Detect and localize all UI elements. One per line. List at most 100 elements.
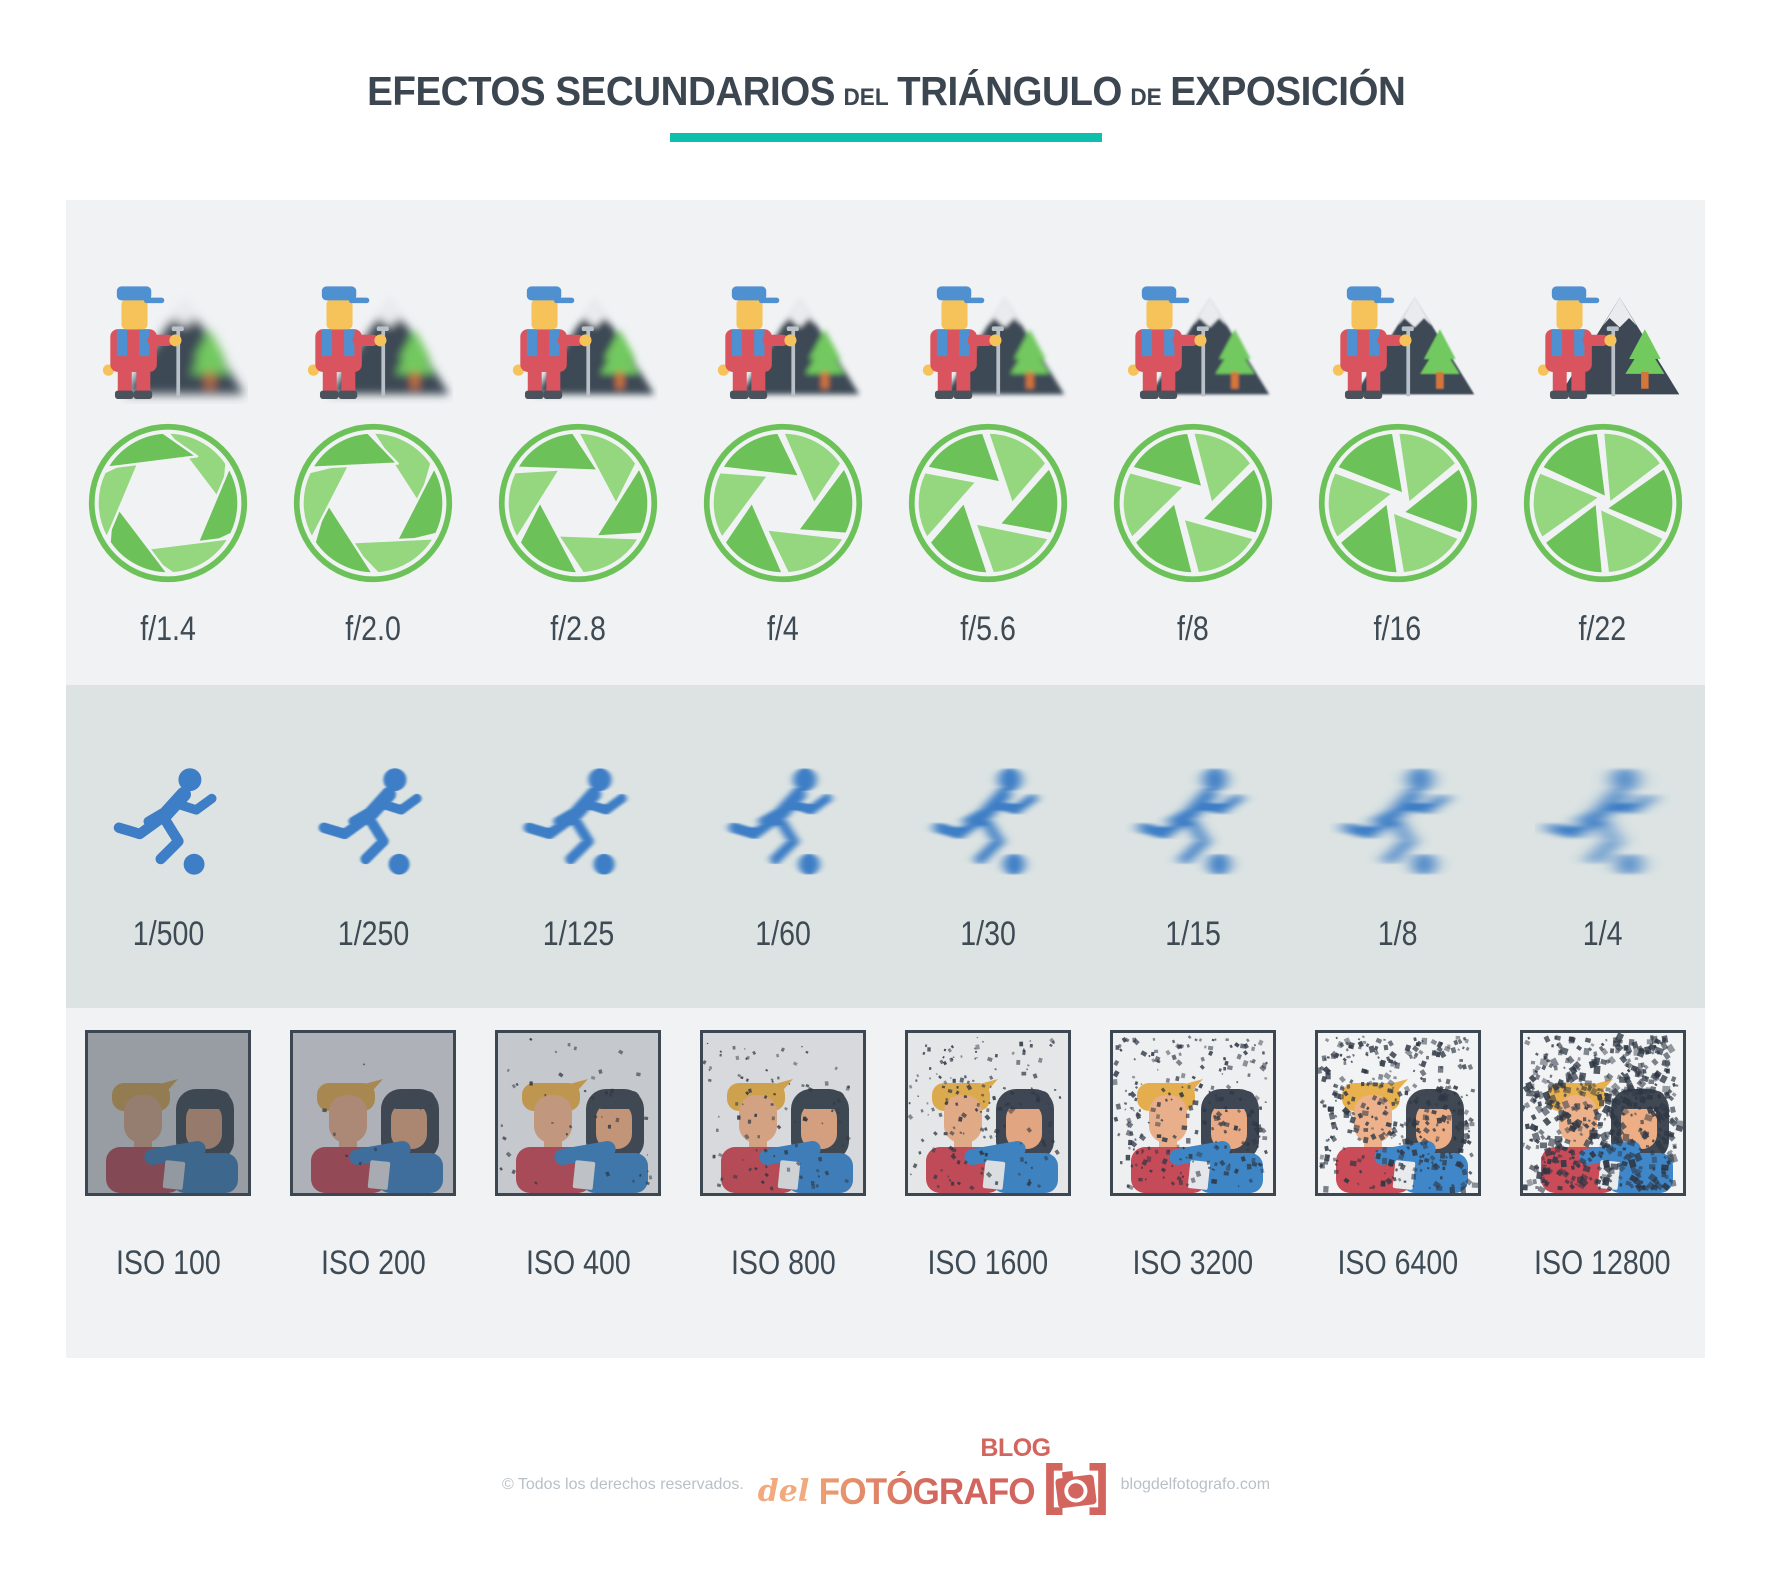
shutter-speed-section: 1/500 1/250 1/125 1/60 xyxy=(66,685,1705,1008)
aperture-icon-wrap xyxy=(701,404,865,602)
runner-icon-wrap xyxy=(1330,733,1466,883)
logo-del-text: del xyxy=(757,1474,810,1509)
hiker-icon-wrap xyxy=(498,200,658,404)
running-person-icon xyxy=(1548,768,1652,875)
shutter-column: 1/60 xyxy=(715,685,851,954)
running-person-icon xyxy=(933,768,1037,875)
iso-value-label: ISO 400 xyxy=(525,1244,631,1282)
couple-photo xyxy=(1112,1033,1273,1193)
aperture-value-label: f/22 xyxy=(1578,610,1627,648)
iso-column: ISO 200 xyxy=(290,1008,457,1283)
hiker-mountain-icon xyxy=(513,286,655,399)
hiker-icon-wrap xyxy=(88,200,248,404)
copyright-text: © Todos los derechos reservados. xyxy=(501,1475,744,1493)
noisy-photo-frame xyxy=(700,1030,867,1196)
aperture-column: f/22 xyxy=(1521,200,1685,649)
couple-photo xyxy=(498,1033,659,1193)
aperture-icon-wrap xyxy=(496,404,660,602)
title-segment: EXPOSICIÓN xyxy=(1169,68,1406,114)
mountain-background xyxy=(1150,297,1270,395)
hiker-figure xyxy=(717,286,799,399)
iso-column: ISO 1600 xyxy=(904,1008,1071,1283)
noisy-photo-frame xyxy=(290,1030,457,1196)
camera-logo-icon xyxy=(1045,1462,1107,1521)
aperture-column: f/16 xyxy=(1316,200,1480,649)
mountain-background xyxy=(945,297,1065,395)
iso-value-label: ISO 800 xyxy=(730,1244,836,1282)
couple-photo xyxy=(1522,1033,1683,1193)
hiker-icon-wrap xyxy=(293,200,453,404)
hiker-figure xyxy=(103,286,185,399)
shutter-column: 1/125 xyxy=(510,685,646,954)
iso-section: ISO 100 ISO 200 ISO 400 xyxy=(66,1008,1705,1358)
aperture-value-label: f/1.4 xyxy=(140,610,197,648)
hiker-mountain-icon xyxy=(308,286,450,399)
aperture-icon-wrap xyxy=(291,404,455,602)
shutter-speed-label: 1/250 xyxy=(337,915,410,953)
runner-icon-wrap xyxy=(1125,733,1261,883)
aperture-icon-wrap xyxy=(906,404,1070,602)
noisy-photo-frame xyxy=(904,1030,1071,1196)
aperture-column: f/1.4 xyxy=(86,200,250,649)
title-segment: TRIÁNGULO xyxy=(896,68,1122,114)
shutter-speed-label: 1/4 xyxy=(1582,915,1623,953)
running-person-icon xyxy=(114,768,217,875)
logo-fotografo-text: FOTÓGRAFO xyxy=(818,1470,1036,1512)
iso-grid: ISO 100 ISO 200 ISO 400 xyxy=(66,1008,1705,1358)
aperture-value-label: f/16 xyxy=(1373,610,1422,648)
iso-value-label: ISO 3200 xyxy=(1132,1244,1254,1282)
aperture-icon xyxy=(703,423,863,583)
hiker-figure xyxy=(308,286,390,399)
hiker-mountain-icon xyxy=(1537,286,1679,399)
noisy-photo-frame xyxy=(495,1030,662,1196)
blog-del-fotografo-logo: del FOTÓGRAFO BLOG xyxy=(757,1434,1107,1521)
aperture-icon-wrap xyxy=(1111,404,1275,602)
mountain-background xyxy=(125,297,245,395)
hiker-icon-wrap xyxy=(908,200,1068,404)
shutter-column: 1/15 xyxy=(1125,685,1261,954)
hiker-mountain-icon xyxy=(922,286,1065,399)
title-segment: DEL xyxy=(843,84,889,111)
shutter-column: 1/30 xyxy=(920,685,1056,954)
iso-column: ISO 400 xyxy=(495,1008,662,1283)
aperture-value-label: f/4 xyxy=(767,610,799,648)
mountain-background xyxy=(535,297,655,395)
hiker-icon-wrap xyxy=(1113,200,1273,404)
running-person-icon xyxy=(1138,768,1242,875)
couple-photo xyxy=(1317,1033,1478,1193)
hiker-icon-wrap xyxy=(703,200,863,404)
couple-photo xyxy=(907,1033,1068,1193)
couple-photo xyxy=(88,1033,249,1193)
shutter-column: 1/250 xyxy=(305,685,441,954)
aperture-value-label: f/8 xyxy=(1176,610,1209,648)
aperture-icon xyxy=(1318,423,1477,583)
shutter-column: 1/500 xyxy=(100,685,236,954)
aperture-icon xyxy=(499,423,658,583)
hiker-mountain-icon xyxy=(103,286,245,399)
running-person-icon xyxy=(728,768,832,875)
hiker-figure xyxy=(1127,286,1209,399)
iso-column: ISO 6400 xyxy=(1314,1008,1481,1283)
aperture-icon xyxy=(1523,423,1682,583)
shutter-speed-label: 1/30 xyxy=(960,915,1016,953)
aperture-column: f/8 xyxy=(1111,200,1275,649)
runner-icon-wrap xyxy=(1535,733,1671,883)
couple-photo xyxy=(293,1033,454,1193)
aperture-value-label: f/5.6 xyxy=(960,610,1016,648)
runner-icon-wrap xyxy=(920,733,1056,883)
iso-value-label: ISO 100 xyxy=(116,1244,221,1282)
aperture-column: f/2.0 xyxy=(291,200,455,649)
mountain-background xyxy=(1354,297,1474,395)
iso-value-label: ISO 1600 xyxy=(927,1244,1049,1282)
aperture-section: f/1.4 f/2.0 xyxy=(66,200,1705,685)
runner-icon-wrap xyxy=(100,733,236,883)
title-text: EFECTOS SECUNDARIOS DEL TRIÁNGULO DE EXPOSIC… xyxy=(367,68,1406,115)
hiker-mountain-icon xyxy=(1332,286,1474,399)
iso-value-label: ISO 6400 xyxy=(1337,1244,1459,1282)
logo-blog-text: BLOG xyxy=(980,1434,1051,1462)
hiker-mountain-icon xyxy=(1127,286,1270,399)
running-person-icon xyxy=(319,768,422,875)
iso-value-label: ISO 200 xyxy=(320,1244,426,1282)
aperture-icon-wrap xyxy=(1521,404,1685,602)
